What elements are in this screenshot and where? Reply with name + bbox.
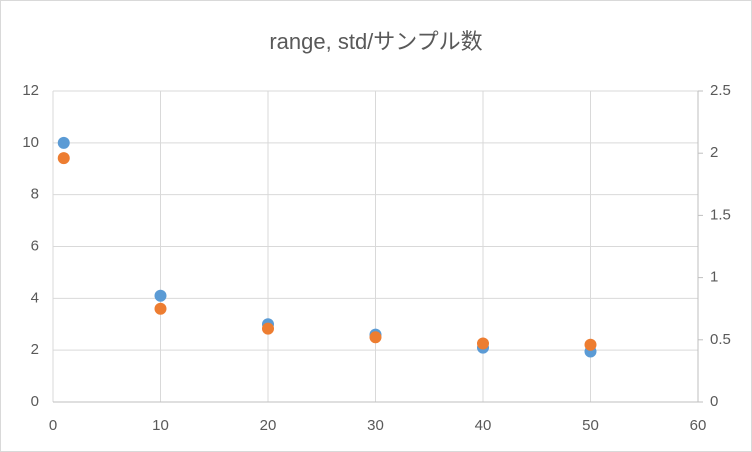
y2-tick-label: 0.5 (710, 331, 731, 348)
point (154, 302, 167, 315)
x-tick-label: 60 (690, 417, 707, 434)
x-tick-label: 20 (260, 417, 277, 434)
y-tick-label: 8 (31, 186, 39, 203)
point (477, 337, 489, 350)
y2-tick-label: 1.5 (710, 206, 731, 223)
x-tick-label: 30 (367, 417, 384, 434)
y-tick-label: 4 (31, 289, 39, 306)
chart-title: range, std/サンプル数 (269, 29, 482, 54)
x-tick-label: 50 (582, 417, 599, 434)
y2-tick-label: 2 (710, 144, 718, 161)
y2-tick-label: 1 (710, 269, 718, 286)
y-tick-label: 0 (31, 393, 39, 410)
point (584, 338, 597, 351)
y-tick-label: 12 (22, 82, 39, 99)
point (154, 289, 167, 302)
y-tick-label: 10 (22, 134, 39, 151)
x-tick-label: 40 (475, 417, 492, 434)
point (369, 331, 382, 344)
x-tick-label: 10 (152, 417, 169, 434)
point (262, 322, 274, 335)
point (57, 152, 70, 165)
y-tick-label: 6 (31, 237, 39, 254)
x-tick-label: 0 (49, 417, 57, 434)
y2-tick-label: 2.5 (710, 82, 731, 99)
y-tick-label: 2 (31, 341, 39, 358)
y2-tick-label: 0 (710, 393, 718, 410)
point (57, 136, 70, 149)
